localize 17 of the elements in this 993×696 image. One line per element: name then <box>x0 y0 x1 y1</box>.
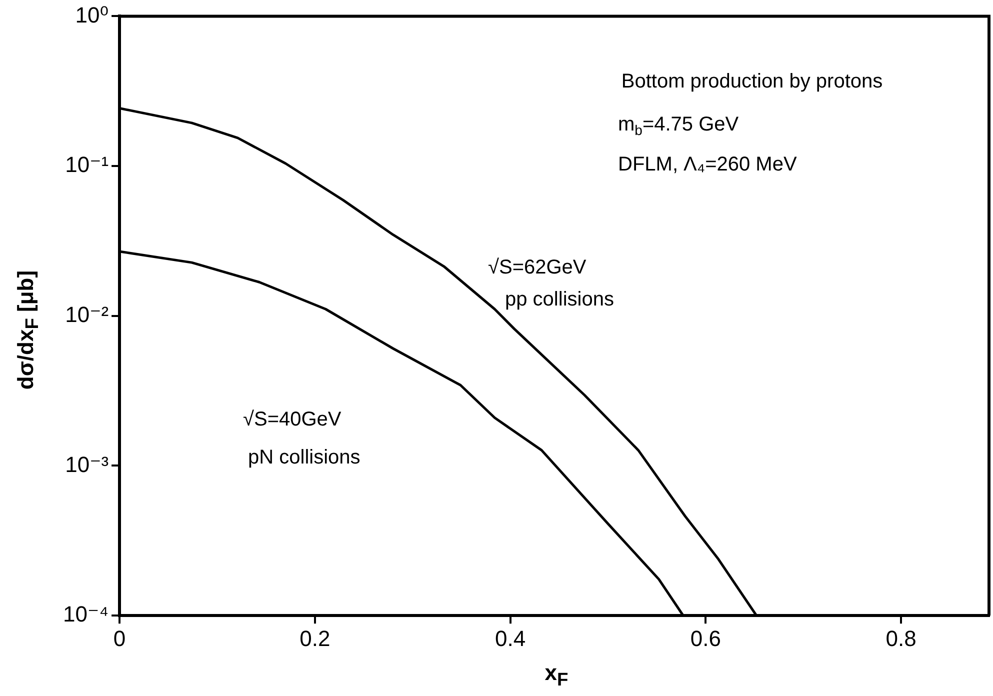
annotation: √S=62GeV <box>488 256 587 279</box>
y-tick-label: 10⁻² <box>65 302 109 327</box>
annotation: √S=40GeV <box>243 408 342 431</box>
y-tick-label: 10⁻⁴ <box>62 602 109 627</box>
y-tick-label: 10⁻¹ <box>65 152 109 178</box>
annotation: Bottom production by protons <box>621 70 883 93</box>
x-tick-label: 0.4 <box>495 626 526 651</box>
x-tick-label: 0.8 <box>886 626 916 651</box>
y-tick-label: 10⁰ <box>75 2 109 28</box>
x-tick-label: 0 <box>113 626 126 651</box>
annotation: pp collisions <box>505 288 614 311</box>
x-axis-title: x$_{F}$ <box>544 660 570 690</box>
annotation: DFLM, Λ₄=260 MeV <box>618 154 798 176</box>
y-tick-label: 10⁻³ <box>65 452 109 477</box>
x-tick-label: 0.6 <box>690 626 721 651</box>
annotation: pN collisions <box>248 446 360 469</box>
x-tick-label: 0.2 <box>300 626 330 651</box>
